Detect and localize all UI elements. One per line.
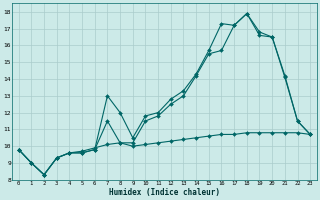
X-axis label: Humidex (Indice chaleur): Humidex (Indice chaleur) <box>109 188 220 197</box>
